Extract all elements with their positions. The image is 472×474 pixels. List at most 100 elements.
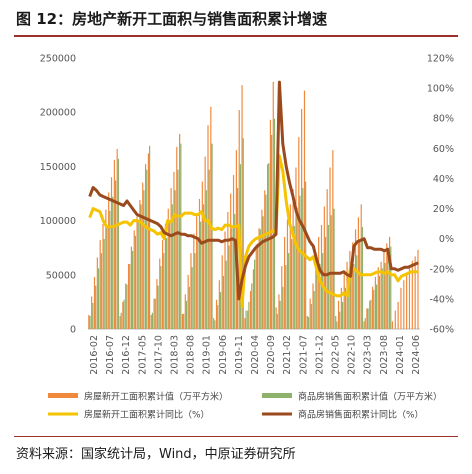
starts-area-bar [366,308,368,329]
x-tick-label: 2017-05 [137,335,148,375]
right-axis-ticks: -60% -40% -20% 0% 20% 40% 60% 80% 100% 120% [427,54,454,336]
starts-area-bar [173,171,175,329]
starts-area-bar [207,125,209,329]
starts-area-bar [284,236,286,329]
starts-area-bar [292,189,294,329]
sales-area-bar [194,253,196,329]
x-tick-label: 2021-02 [282,335,293,375]
sales-area-bar [262,216,264,329]
sales-area-bar [316,274,318,329]
right-tick-label: 60% [433,144,454,155]
sales-area-bars [89,118,392,329]
starts-area-bar [323,206,325,329]
sales-area-bar [183,313,185,329]
legend-label: 房屋新开工面积累计值（万平方米） [84,391,228,403]
sales-area-bar [89,315,91,329]
left-tick-label: 50000 [46,270,76,281]
right-tick-label: 20% [433,204,454,215]
starts-area-bar [403,280,405,329]
sales-area-bar [219,292,222,329]
x-tick-label: 2018-08 [186,335,197,375]
sales-area-bar [319,263,321,329]
sales-area-bar [222,275,224,329]
sales-area-bar [376,284,378,329]
sales-area-bar [120,312,122,329]
sales-area-bar [341,301,344,329]
starts-area-bar [227,211,229,329]
starts-area-bar [264,190,266,329]
starts-area-bar [116,149,118,329]
sales-area-bar [140,204,142,329]
sales-area-bar [134,235,137,329]
sales-area-bar [296,207,298,329]
sales-area-bar [353,263,355,329]
starts-area-bar [411,260,413,329]
sales-area-bar [299,195,301,329]
starts-area-bar [105,209,107,329]
chart-legend: 房屋新开工面积累计值（万平方米） 商品房销售面积累计值（万平方米） 房屋新开工面积累… [48,391,442,421]
starts-area-bar [241,85,243,329]
starts-area-bar [286,219,289,329]
sales-area-bar [245,310,247,329]
x-tick-label: 2020-04 [250,335,261,375]
starts-area-bar [371,286,374,329]
starts-area-bar [102,223,104,329]
sales-area-bar [103,239,105,329]
sales-area-bar [282,286,284,329]
sales-area-bar [307,317,310,329]
starts-area-bar [369,300,371,329]
x-tick-label: 2023-03 [363,335,374,375]
starts-area-bar [400,287,402,329]
starts-area-bar [289,204,291,329]
starts-area-bar [408,266,411,329]
right-tick-label: -60% [429,325,454,336]
sales-area-bar [123,299,125,329]
starts-area-bar [139,200,141,329]
starts-area-bar [210,106,212,329]
legend-swatch [262,393,292,398]
sales-area-bar [129,263,131,329]
source-note: 资料来源：国家统计局，Wind，中原证券研究所 [16,447,296,462]
starts-area-bar [144,164,147,329]
starts-area-bar [238,110,240,329]
sales-area-bar [180,143,182,329]
sales-area-bar [265,194,267,329]
sales-area-bar [211,143,213,329]
left-tick-label: 200000 [40,108,76,119]
starts-area-bar [215,299,218,329]
starts-area-bar [343,273,345,329]
starts-area-bar [221,255,223,329]
sales-area-bar [208,169,210,329]
right-tick-label: -40% [429,294,454,305]
starts-area-bar [247,310,249,329]
legend-label: 房屋新开工面积累计同比（%） [84,409,210,421]
sales-area-bar [106,224,108,329]
sales-area-bar [242,138,244,329]
starts-area-bar [187,274,189,329]
starts-area-bar [329,167,331,329]
right-tick-label: 120% [427,54,454,65]
sales-area-bar [217,305,219,329]
yoy-lines [88,80,419,308]
starts-area-bar [113,159,115,329]
starts-area-bar [150,314,152,329]
sales-area-bar [313,291,315,329]
sales-area-bar [288,253,290,329]
sales-area-bar [137,220,139,329]
starts-area-bar [159,258,161,329]
x-tick-label: 2019-01 [202,335,213,375]
starts-area-bar [119,315,121,329]
sales-area-bar [302,188,304,329]
starts-area-bar [281,266,283,329]
sales-area-bar [146,169,148,329]
starts-area-bar [374,276,377,329]
sales-area-bar [364,318,366,329]
sales-area-bar [191,267,193,329]
sales-area-bar [168,221,171,329]
sales-area-bar [339,311,341,329]
sales-area-bar [344,287,346,329]
starts-area-bar [153,298,155,329]
sales-area-bar [214,320,216,329]
sales-area-bar [390,246,392,329]
sales-area-bar [95,285,97,329]
